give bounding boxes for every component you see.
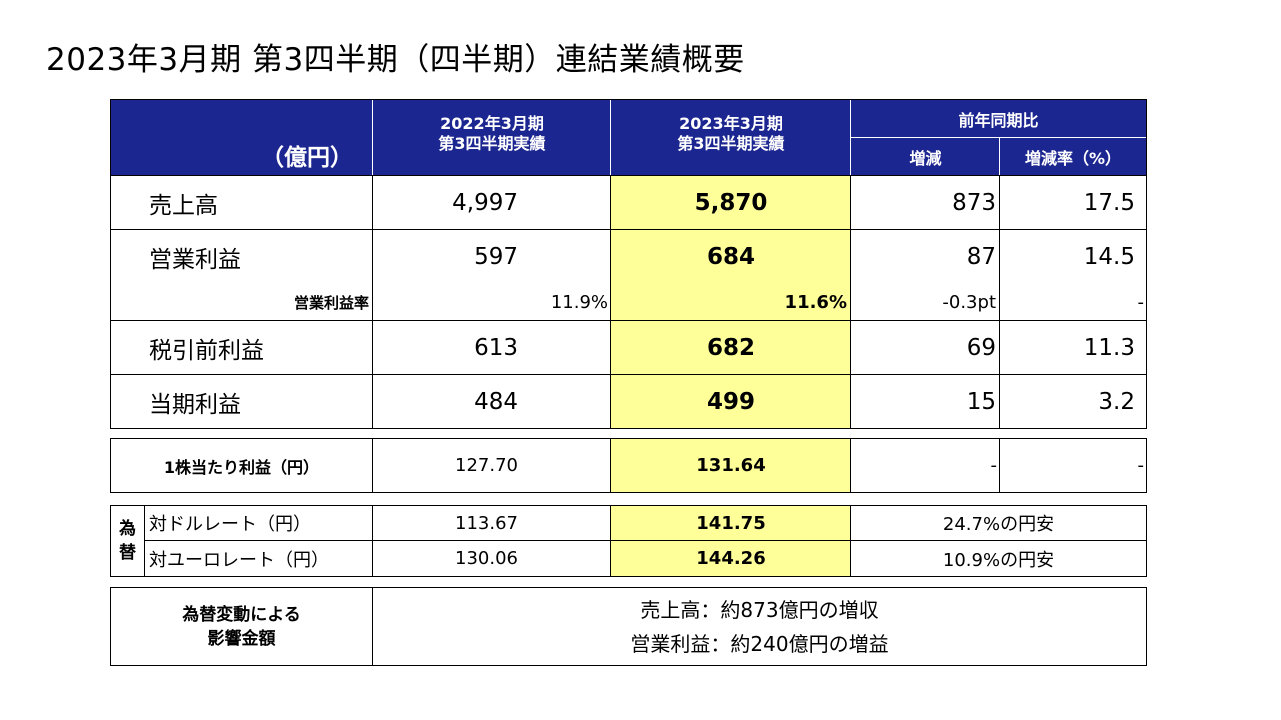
fx-curr-usd: 141.75	[696, 512, 766, 534]
row-label-sales: 売上高	[149, 193, 218, 219]
header-change-label: 増減	[909, 149, 942, 168]
eps-label: 1株当たり利益（円）	[163, 457, 320, 477]
row-change-net-profit: 15	[966, 388, 996, 415]
header-curr-cell: 2023年3月期 第3四半期実績	[611, 100, 851, 176]
impact-label-line2: 影響金額	[207, 628, 276, 649]
row-change-pretax-profit: 69	[966, 335, 996, 361]
row-change-sales: 873	[952, 190, 996, 216]
impact-text: 売上高：約873億円の増収 営業利益：約240億円の増益	[373, 588, 1146, 665]
row-prev-net-profit: 484	[474, 388, 518, 415]
row-prev-operating-profit: 597	[474, 244, 518, 270]
header-yoy-cell: 前年同期比	[851, 100, 1146, 138]
row-curr-operating-profit: 684	[706, 244, 755, 270]
eps-curr: 131.64	[696, 455, 766, 476]
fx-label-usd: 対ドルレート（円）	[149, 514, 311, 535]
row-rate-net-profit: 3.2	[1098, 388, 1135, 415]
row-prev-operating-margin: 11.9%	[550, 291, 608, 313]
impact-label-line1: 為替変動による	[182, 604, 301, 625]
impact-label: 為替変動による 影響金額	[111, 588, 372, 665]
row-rate-pretax-profit: 11.3	[1083, 335, 1135, 361]
header-unit-cell: （億円）	[111, 100, 373, 176]
header-curr-line1: 2023年3月期	[679, 114, 783, 133]
highlight-column	[611, 176, 851, 428]
row-change-operating-margin: -0.3pt	[942, 291, 996, 313]
fx-group-char1: 為	[119, 519, 136, 539]
header-rate-label: 増減率（%）	[1024, 149, 1122, 168]
row-curr-pretax-profit: 682	[706, 335, 755, 361]
header-curr-line2: 第3四半期実績	[677, 134, 785, 153]
fx-prev-eur: 130.06	[455, 548, 518, 569]
row-prev-pretax-profit: 613	[474, 335, 518, 361]
eps-change: -	[990, 455, 998, 476]
eps-rate: -	[1137, 455, 1145, 476]
impact-profit-line: 営業利益：約240億円の増益	[630, 631, 889, 656]
row-label-operating-margin: 営業利益率	[293, 293, 369, 312]
fx-group-char2: 替	[119, 543, 136, 563]
eps-prev: 127.70	[455, 455, 518, 476]
eps-table: 1株当たり利益（円） 127.70 131.64 - -	[110, 438, 1147, 493]
header-prev-line2: 第3四半期実績	[438, 134, 546, 153]
row-curr-net-profit: 499	[706, 388, 755, 415]
row-rate-operating-margin: -	[1137, 291, 1145, 313]
page-title: 2023年3月期 第3四半期（四半期）連結業績概要	[46, 42, 745, 78]
header-rate-cell: 増減率（%）	[1000, 138, 1146, 176]
unit-label: （億円）	[261, 145, 353, 171]
row-prev-sales: 4,997	[452, 190, 518, 216]
row-rate-sales: 17.5	[1083, 190, 1135, 216]
row-rate-operating-profit: 14.5	[1083, 244, 1135, 270]
fx-prev-usd: 113.67	[455, 512, 518, 534]
header-yoy-label: 前年同期比	[958, 111, 1039, 130]
row-label-pretax-profit: 税引前利益	[149, 338, 264, 364]
fx-note-usd: 24.7%の円安	[942, 514, 1055, 535]
impact-sales-line: 売上高：約873億円の増収	[640, 597, 879, 622]
fx-impact-table: 為替変動による 影響金額 売上高：約873億円の増収 営業利益：約240億円の増…	[110, 587, 1147, 666]
row-curr-operating-margin: 11.6%	[784, 291, 847, 313]
header-change-cell: 増減	[851, 138, 1000, 176]
fx-table: 為 替 対ドルレート（円） 113.67 141.75 24.7%の円安 対ユー…	[110, 505, 1147, 577]
header-prev-cell: 2022年3月期 第3四半期実績	[373, 100, 611, 176]
fx-group-label: 為 替	[111, 506, 144, 576]
header-prev-line1: 2022年3月期	[440, 114, 544, 133]
fx-curr-eur: 144.26	[696, 548, 766, 569]
row-change-operating-profit: 87	[966, 244, 996, 270]
row-label-operating-profit: 営業利益	[149, 247, 241, 273]
results-table: （億円） 2022年3月期 第3四半期実績 2023年3月期 第3四半期実績 前…	[110, 99, 1147, 429]
fx-note-eur: 10.9%の円安	[942, 549, 1055, 571]
row-label-net-profit: 当期利益	[149, 391, 241, 418]
row-curr-sales: 5,870	[694, 190, 768, 216]
fx-label-eur: 対ユーロレート（円）	[149, 549, 329, 571]
